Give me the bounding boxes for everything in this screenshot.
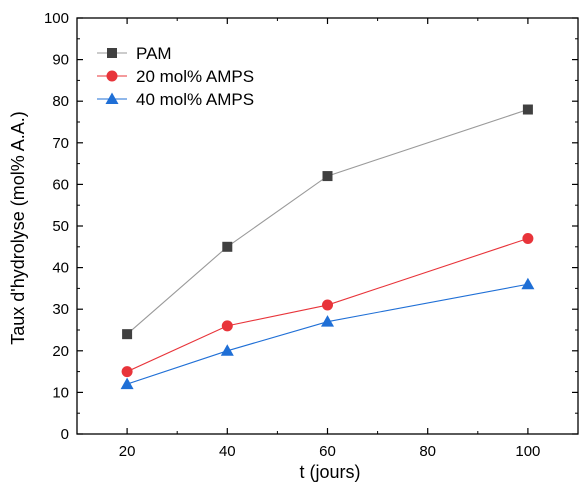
legend-item: 40 mol% AMPS — [97, 90, 254, 109]
series-1 — [122, 104, 533, 340]
legend-marker — [107, 48, 117, 58]
x-axis-title: t (jours) — [299, 462, 360, 482]
data-point-triangle — [120, 377, 134, 390]
data-point-circle — [522, 232, 534, 244]
x-tick-label: 20 — [119, 443, 136, 460]
data-point-square — [222, 241, 233, 252]
legend-label: PAM — [136, 44, 172, 63]
y-tick-label: 70 — [52, 135, 69, 152]
legend-marker — [106, 70, 118, 82]
y-tick-label: 30 — [52, 301, 69, 318]
series-line — [126, 283, 529, 385]
data-point-square — [322, 171, 333, 182]
legend-label: 40 mol% AMPS — [136, 90, 254, 109]
data-point-circle — [121, 366, 133, 378]
series-2 — [121, 232, 534, 378]
y-tick-label: 10 — [52, 384, 69, 401]
y-tick-label: 40 — [52, 260, 69, 277]
x-tick-label: 60 — [319, 443, 336, 460]
series-line — [126, 108, 529, 335]
legend-label: 20 mol% AMPS — [136, 67, 254, 86]
legend-marker — [105, 92, 119, 104]
series-3 — [120, 277, 535, 390]
x-tick-label: 80 — [419, 443, 436, 460]
x-tick-label: 100 — [515, 443, 540, 460]
y-tick-label: 60 — [52, 176, 69, 193]
legend: PAM 20 mol% AMPS 40 mol% AMPS — [97, 44, 254, 109]
y-tick-label: 100 — [44, 10, 69, 27]
legend-item: 20 mol% AMPS — [97, 67, 254, 86]
data-point-square — [522, 104, 533, 115]
data-point-triangle — [220, 344, 234, 356]
legend-item: PAM — [97, 44, 172, 63]
x-tick-label: 40 — [219, 443, 236, 460]
series-line — [126, 237, 529, 373]
data-point-triangle — [321, 315, 334, 327]
data-point-circle — [221, 320, 233, 332]
y-tick-label: 90 — [52, 52, 69, 69]
y-tick-label: 50 — [52, 218, 69, 235]
data-point-circle — [322, 299, 333, 311]
y-tick-label: 20 — [52, 343, 69, 360]
y-tick-label: 80 — [52, 93, 69, 110]
data-point-triangle — [521, 277, 535, 290]
y-tick-label: 0 — [61, 426, 69, 443]
y-axis-title: Taux d'hydrolyse (mol% A.A.) — [8, 111, 28, 345]
data-point-square — [122, 329, 133, 340]
